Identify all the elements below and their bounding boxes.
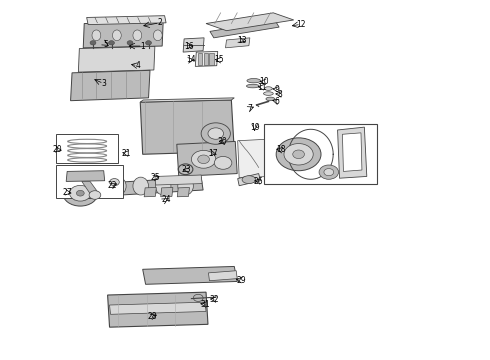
Text: 18: 18 <box>276 145 286 154</box>
Text: 1: 1 <box>140 41 145 50</box>
Circle shape <box>293 150 304 158</box>
Polygon shape <box>177 188 190 197</box>
Polygon shape <box>97 177 203 197</box>
Polygon shape <box>238 174 261 186</box>
Text: 16: 16 <box>184 41 194 50</box>
Polygon shape <box>110 302 206 314</box>
Ellipse shape <box>155 177 171 195</box>
Ellipse shape <box>246 84 259 88</box>
Text: 11: 11 <box>257 83 267 92</box>
Circle shape <box>201 123 230 144</box>
Text: 29: 29 <box>236 275 246 284</box>
Text: 27: 27 <box>62 188 72 197</box>
Text: 7: 7 <box>247 104 252 113</box>
Bar <box>56 134 118 163</box>
Text: 23: 23 <box>182 166 192 175</box>
Polygon shape <box>343 133 362 171</box>
Polygon shape <box>183 38 204 52</box>
Text: 12: 12 <box>296 20 306 29</box>
Text: 28: 28 <box>147 312 157 321</box>
Circle shape <box>284 144 313 165</box>
Text: 30: 30 <box>218 137 227 146</box>
Bar <box>209 53 214 64</box>
Polygon shape <box>177 141 237 176</box>
Text: 26: 26 <box>253 176 263 185</box>
Circle shape <box>110 179 119 186</box>
Polygon shape <box>155 175 202 185</box>
Ellipse shape <box>247 78 261 83</box>
Text: 17: 17 <box>209 149 218 158</box>
Text: 19: 19 <box>250 123 260 132</box>
Circle shape <box>319 165 339 179</box>
Circle shape <box>70 185 91 201</box>
Text: 14: 14 <box>187 55 196 64</box>
Circle shape <box>208 128 223 139</box>
Ellipse shape <box>111 177 126 195</box>
Circle shape <box>194 294 203 301</box>
Polygon shape <box>206 13 294 31</box>
Text: 8: 8 <box>278 90 282 99</box>
Polygon shape <box>144 188 156 197</box>
Polygon shape <box>82 181 99 194</box>
Polygon shape <box>83 22 163 48</box>
Bar <box>203 53 208 64</box>
Ellipse shape <box>266 97 275 101</box>
Text: 24: 24 <box>161 195 171 204</box>
Ellipse shape <box>113 30 121 41</box>
Text: 9: 9 <box>275 85 280 94</box>
Polygon shape <box>238 139 270 178</box>
Circle shape <box>109 41 115 45</box>
Circle shape <box>324 168 334 176</box>
Polygon shape <box>108 292 208 327</box>
Bar <box>198 53 202 64</box>
Ellipse shape <box>153 30 162 41</box>
Polygon shape <box>143 266 237 284</box>
Polygon shape <box>71 70 150 101</box>
Text: 10: 10 <box>260 77 270 86</box>
Text: 20: 20 <box>52 145 62 154</box>
Polygon shape <box>140 100 234 154</box>
Polygon shape <box>196 51 218 66</box>
Circle shape <box>214 157 232 169</box>
Circle shape <box>198 155 209 163</box>
Polygon shape <box>87 16 166 24</box>
Ellipse shape <box>242 176 256 184</box>
Text: 2: 2 <box>157 18 162 27</box>
Circle shape <box>90 41 96 45</box>
Text: 15: 15 <box>214 55 223 64</box>
Ellipse shape <box>265 87 272 90</box>
Circle shape <box>127 41 133 45</box>
Polygon shape <box>161 188 173 197</box>
Bar <box>56 165 123 198</box>
Text: 13: 13 <box>237 36 246 45</box>
Text: 25: 25 <box>150 174 160 183</box>
Polygon shape <box>140 98 234 102</box>
Circle shape <box>192 150 216 168</box>
Circle shape <box>276 138 321 171</box>
Text: 3: 3 <box>101 79 106 88</box>
Circle shape <box>63 180 98 206</box>
Ellipse shape <box>92 30 101 41</box>
Polygon shape <box>66 171 105 181</box>
Text: 31: 31 <box>200 300 210 309</box>
Text: 6: 6 <box>274 97 279 106</box>
Circle shape <box>76 190 84 196</box>
Ellipse shape <box>133 177 148 195</box>
Text: 22: 22 <box>108 181 117 190</box>
Polygon shape <box>338 127 367 178</box>
Polygon shape <box>210 21 279 38</box>
Text: 21: 21 <box>122 149 131 158</box>
Text: 32: 32 <box>209 295 219 304</box>
Bar <box>265 123 376 184</box>
Polygon shape <box>208 271 237 281</box>
Ellipse shape <box>264 92 273 95</box>
Text: 5: 5 <box>104 40 109 49</box>
Polygon shape <box>225 38 250 48</box>
Circle shape <box>146 41 151 45</box>
Text: 4: 4 <box>135 61 140 70</box>
Circle shape <box>89 191 101 199</box>
Ellipse shape <box>178 177 194 195</box>
Ellipse shape <box>133 30 142 41</box>
Polygon shape <box>78 46 155 72</box>
